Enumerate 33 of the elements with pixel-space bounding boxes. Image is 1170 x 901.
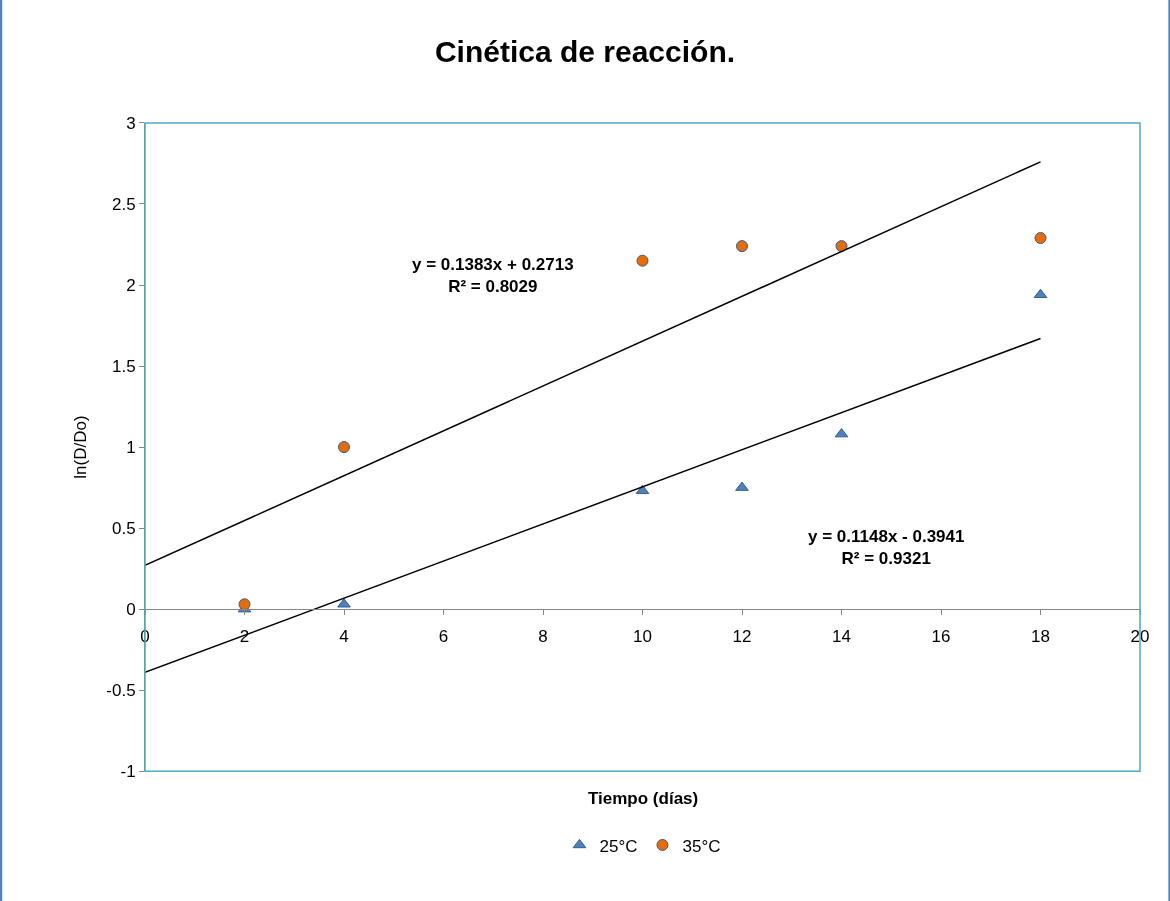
chart-title: Cinética de reacción.	[434, 34, 736, 68]
x-tick-label: 20	[1130, 626, 1150, 646]
y-tick-label: 3	[126, 113, 136, 133]
point	[636, 254, 649, 267]
point	[736, 240, 748, 253]
legend-label: 25°C	[599, 836, 638, 856]
point	[635, 484, 650, 495]
legend-label: 35°C	[682, 836, 721, 856]
x-tick-label: 14	[832, 626, 851, 646]
x-tick-label: 18	[1031, 626, 1050, 646]
point	[735, 481, 749, 491]
point	[337, 598, 351, 608]
y-axis-title: ln(D/Do)	[70, 415, 90, 479]
x-tick-label: 8	[538, 626, 548, 646]
x-tick-label: 10	[633, 626, 652, 646]
x-tick-label: 16	[931, 626, 951, 646]
point	[1034, 232, 1047, 245]
x-axis-title: Tiempo (días)	[588, 789, 699, 808]
x-tick-label: 4	[339, 626, 349, 646]
point	[338, 441, 350, 454]
x-tick-label: 12	[732, 626, 752, 646]
annotation: y = 0.1148x - 0.3941 R² = 0.9321	[808, 527, 965, 569]
point	[835, 240, 848, 253]
y-tick-label: -1	[120, 762, 136, 782]
annotation: y = 0.1383x + 0.2713 R² = 0.8029	[412, 255, 574, 297]
y-tick-label: 0	[126, 600, 136, 620]
y-tick-label: 0.5	[111, 519, 136, 539]
y-tick-label: 2.5	[111, 194, 136, 214]
y-tick-label: 1	[126, 438, 136, 458]
y-tick-label: -0.5	[106, 681, 136, 701]
x-tick-label: 6	[438, 626, 449, 646]
y-tick-label: 1.5	[111, 357, 136, 376]
y-tick-label: 2	[126, 275, 136, 295]
